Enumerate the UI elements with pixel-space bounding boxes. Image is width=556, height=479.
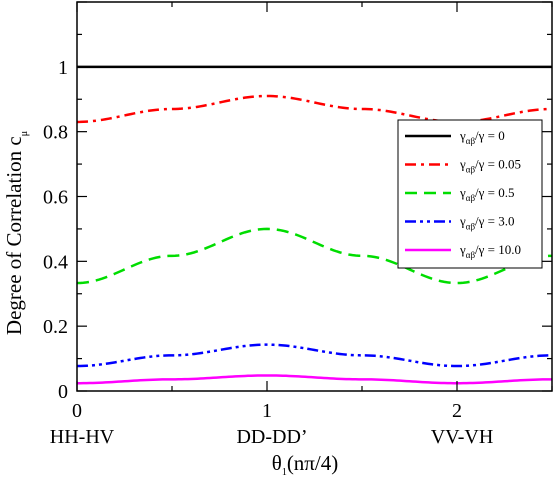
y-tick-label: 0.4	[43, 251, 68, 273]
legend-label-4: γαβ/γ = 10.0	[459, 242, 521, 260]
x-tick-label: 1	[262, 400, 272, 422]
legend: γαβ/γ = 0 γαβ/γ = 0.05 γαβ/γ = 0.5 γαβ/γ = …	[397, 119, 543, 269]
x-category-label: DD-DD’	[236, 426, 307, 448]
series-line-2	[76, 227, 553, 285]
x-axis-label-suffix: (nπ/4)	[287, 451, 338, 475]
legend-label-1: γαβ/γ = 0.05	[459, 157, 521, 175]
legend-box	[397, 119, 543, 269]
legend-label-2: γαβ/γ = 0.5	[459, 185, 515, 203]
y-tick-label: 0.8	[43, 122, 68, 144]
y-tick-label: 0	[58, 381, 68, 403]
y-tick-label: 0.2	[43, 316, 68, 338]
x-category-label: VV-VH	[431, 426, 494, 448]
x-axis-label-main: θ	[272, 451, 282, 475]
series-line-1	[76, 94, 553, 124]
x-tick-label: 0	[72, 400, 82, 422]
tick-labels: 0 1 2 HH-HV DD-DD’ VV-VH 0 0.2 0.4 0.6 0.8 1	[43, 57, 493, 448]
series-line-3	[76, 343, 553, 368]
ticks	[76, 1, 553, 392]
x-tick-label: 2	[452, 400, 462, 422]
x-axis-label-sub: 1	[282, 467, 287, 478]
legend-label-3: γαβ/γ = 3.0	[459, 214, 515, 232]
series-line-4	[76, 374, 553, 385]
x-category-label: HH-HV	[50, 426, 115, 448]
legend-label-0: γαβ/γ = 0	[459, 128, 505, 146]
y-axis-label-main: Degree of Correlation c	[2, 136, 26, 335]
y-axis-label-sub: μ	[19, 131, 30, 136]
y-tick-label: 1	[58, 57, 68, 79]
x-axis-label: θ1(nπ/4)	[272, 451, 339, 478]
y-tick-label: 0.6	[43, 187, 68, 209]
y-axis-label: Degree of Correlation cμ	[2, 131, 30, 335]
